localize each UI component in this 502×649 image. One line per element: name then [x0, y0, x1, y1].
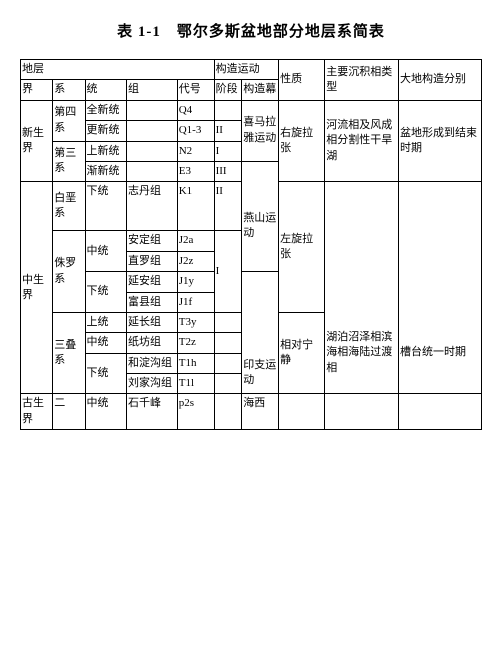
- cell-empty: [279, 394, 325, 430]
- cell-q13: Q1-3: [177, 121, 214, 141]
- header-jie: 界: [21, 80, 53, 100]
- cell-pendi: 盆地形成到结束时期: [398, 100, 481, 182]
- cell-heliu: 河流相及风成相分割性干旱湖: [325, 100, 399, 182]
- cell-empty: [398, 182, 481, 313]
- cell-sandiexi: 三叠系: [53, 312, 85, 394]
- cell-youxuanla: 右旋拉张: [279, 100, 325, 182]
- cell-fuxianzu: 富县组: [127, 292, 178, 312]
- cell-zhongtong: 中统: [85, 333, 126, 353]
- cell-j2a: J2a: [177, 231, 214, 251]
- cell-haixi: 海西: [242, 394, 279, 430]
- cell-t1l: T1l: [177, 374, 214, 394]
- cell-zhuluxi: 侏罗系: [53, 231, 85, 313]
- cell-xinshengjie: 新生界: [21, 100, 53, 182]
- cell-yanchangzu: 延长组: [127, 312, 178, 332]
- cell-zuoxuanla: 左旋拉张: [279, 182, 325, 313]
- cell-empty: [398, 394, 481, 430]
- cell-andingzu: 安定组: [127, 231, 178, 251]
- cell-yinzhi: 印支运动: [242, 353, 279, 394]
- header-daihao: 代号: [177, 80, 214, 100]
- cell-zhifangzu: 纸坊组: [127, 333, 178, 353]
- cell-empty: [214, 353, 242, 373]
- cell-k1: K1: [177, 182, 214, 231]
- cell-empty: [242, 272, 279, 354]
- cell-j2z: J2z: [177, 251, 214, 271]
- cell-xiatong: 下统: [85, 272, 126, 313]
- cell-stage-I: I: [214, 231, 242, 313]
- cell-stage-I: I: [214, 141, 242, 161]
- table-title: 表 1-1 鄂尔多斯盆地部分地层系简表: [20, 20, 482, 41]
- cell-empty: [127, 100, 178, 120]
- cell-empty: [214, 312, 242, 332]
- cell-xiatong: 下统: [85, 182, 126, 231]
- cell-disixi: 第四系: [53, 100, 85, 141]
- cell-q4: Q4: [177, 100, 214, 120]
- header-stratum: 地层: [21, 60, 215, 80]
- header-gouzaomu: 构造幕: [242, 80, 279, 100]
- cell-liujiagou: 刘家沟组: [127, 374, 178, 394]
- cell-xiatong: 下统: [85, 353, 126, 394]
- cell-gengxintong: 更新统: [85, 121, 126, 141]
- cell-e3: E3: [177, 161, 214, 181]
- cell-disanxi: 第三系: [53, 141, 85, 182]
- cell-t2z: T2z: [177, 333, 214, 353]
- cell-j1y: J1y: [177, 272, 214, 292]
- cell-empty: [127, 161, 178, 181]
- cell-zhidanzu: 志丹组: [127, 182, 178, 231]
- cell-t3y: T3y: [177, 312, 214, 332]
- cell-quanxintong: 全新统: [85, 100, 126, 120]
- cell-shangtong: 上统: [85, 312, 126, 332]
- cell-empty: [325, 182, 399, 313]
- cell-ximayala: 喜马拉雅运动: [242, 100, 279, 161]
- header-xingzhi: 性质: [279, 60, 325, 101]
- cell-t1h: T1h: [177, 353, 214, 373]
- cell-yananzu: 延安组: [127, 272, 178, 292]
- cell-shangxintong: 上新统: [85, 141, 126, 161]
- header-xi: 系: [53, 80, 85, 100]
- cell-empty: [214, 333, 242, 353]
- cell-baiexi: 白垩系: [53, 182, 85, 231]
- cell-n2: N2: [177, 141, 214, 161]
- cell-shiqianfeng: 石千峰: [127, 394, 178, 430]
- cell-stage-II: II: [214, 121, 242, 141]
- header-jieduan: 阶段: [214, 80, 242, 100]
- cell-zhongtong: 中统: [85, 231, 126, 272]
- header-tong: 统: [85, 80, 126, 100]
- cell-zhongtong: 中统: [85, 394, 126, 430]
- cell-hupo: 湖泊沼泽相滨海相海陆过渡相: [325, 312, 399, 394]
- cell-yanshan: 燕山运动: [242, 182, 279, 272]
- cell-jianxintong: 渐新统: [85, 161, 126, 181]
- cell-gushengjie: 古生界: [21, 394, 53, 430]
- header-dadi: 大地构造分别: [398, 60, 481, 101]
- header-zhuyao: 主要沉积相类型: [325, 60, 399, 101]
- stratigraphy-table: 地层 构造运动 性质 主要沉积相类型 大地构造分别 界 系 统 组 代号 阶段 …: [20, 59, 482, 430]
- header-zu: 组: [127, 80, 178, 100]
- cell-empty: [214, 374, 242, 394]
- cell-empty: [325, 394, 399, 430]
- cell-er: 二: [53, 394, 85, 430]
- cell-stage-II: II: [214, 182, 242, 231]
- cell-hedianzu: 和淀沟组: [127, 353, 178, 373]
- cell-j1f: J1f: [177, 292, 214, 312]
- cell-empty: [127, 141, 178, 161]
- header-tectonic: 构造运动: [214, 60, 279, 80]
- cell-stage-III: III: [214, 161, 242, 181]
- cell-empty: [214, 394, 242, 430]
- cell-zhongshengjie: 中生界: [21, 182, 53, 394]
- cell-p2s: p2s: [177, 394, 214, 430]
- cell-zhiluozu: 直罗组: [127, 251, 178, 271]
- cell-empty: [214, 100, 242, 120]
- cell-empty: [127, 121, 178, 141]
- cell-caotai: 槽台统一时期: [398, 312, 481, 394]
- cell-empty: [242, 161, 279, 181]
- cell-xiangduining: 相对宁静: [279, 312, 325, 394]
